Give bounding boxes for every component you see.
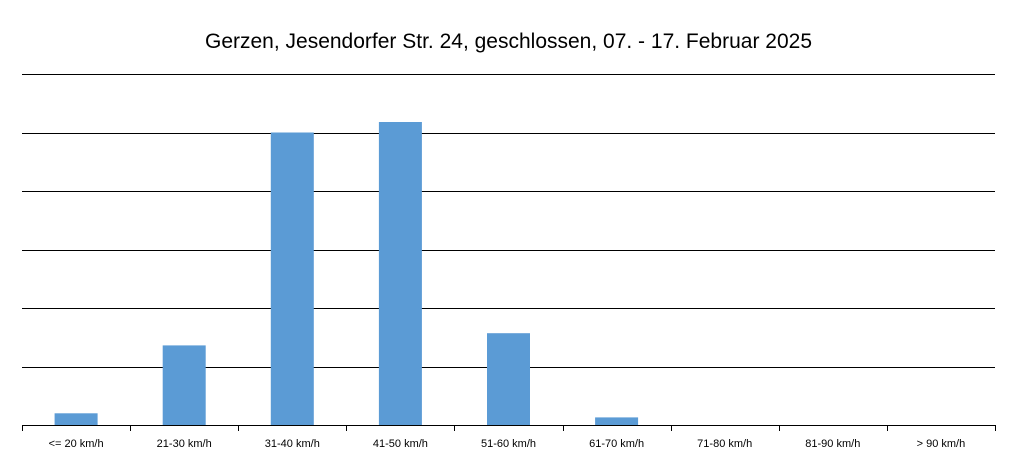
x-tick-label: <= 20 km/h xyxy=(49,438,104,450)
x-tick-label: 41-50 km/h xyxy=(373,438,428,450)
x-tick-label: > 90 km/h xyxy=(917,438,966,450)
chart-title: Gerzen, Jesendorfer Str. 24, geschlossen… xyxy=(204,30,812,53)
x-tick-label: 81-90 km/h xyxy=(805,438,860,450)
bar xyxy=(487,333,530,425)
x-tick-label: 71-80 km/h xyxy=(697,438,752,450)
bar xyxy=(270,132,314,425)
bar xyxy=(54,413,98,425)
bar xyxy=(162,345,206,425)
bar xyxy=(378,122,422,425)
x-tick-label: 31-40 km/h xyxy=(265,438,320,450)
x-tick-label: 51-60 km/h xyxy=(481,438,536,450)
x-tick-label: 61-70 km/h xyxy=(589,438,644,450)
bar xyxy=(595,417,639,425)
x-tick-label: 21-30 km/h xyxy=(157,438,212,450)
